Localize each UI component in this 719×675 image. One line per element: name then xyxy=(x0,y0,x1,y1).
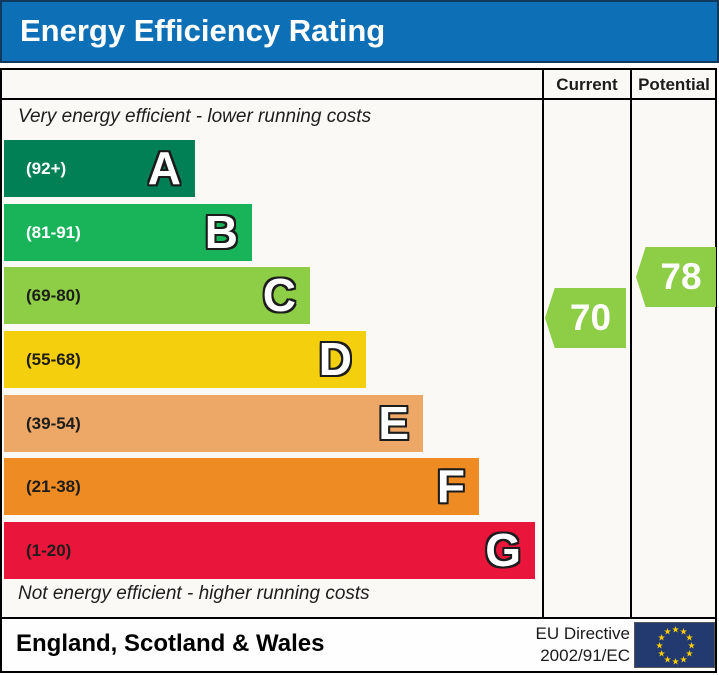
band-c-range-label: (69-80) xyxy=(26,286,81,305)
potential-column-divider xyxy=(630,70,632,617)
current-rating-value: 70 xyxy=(569,297,612,338)
footer-bar: England, Scotland & Wales EU Directive 2… xyxy=(0,619,717,673)
band-row-b: (81-91) B xyxy=(4,204,252,261)
band-a-letter: A xyxy=(147,142,181,194)
band-b-range-label: (81-91) xyxy=(26,223,81,242)
potential-column-header: Potential xyxy=(638,75,710,94)
band-a-range-label: (92+) xyxy=(26,159,67,178)
band-g-letter: G xyxy=(485,524,521,576)
not-efficient-note: Not energy efficient - higher running co… xyxy=(18,583,370,604)
current-rating-arrow: 70 xyxy=(545,288,626,348)
rating-table: Current Potential Very energy efficient … xyxy=(0,68,717,619)
current-column-divider xyxy=(542,70,544,617)
band-e-letter: E xyxy=(378,397,409,449)
eu-flag-icon xyxy=(634,622,715,668)
eu-directive-line1: EU Directive xyxy=(535,624,630,643)
eu-directive-label: EU Directive 2002/91/EC xyxy=(442,623,630,667)
band-e-range-label: (39-54) xyxy=(26,414,81,433)
band-f-letter: F xyxy=(436,460,465,512)
band-row-d: (55-68) D xyxy=(4,331,366,388)
band-row-g: (1-20) G xyxy=(4,522,535,579)
band-b-letter: B xyxy=(204,206,238,258)
band-row-c: (69-80) C xyxy=(4,267,310,324)
band-row-f: (21-38) F xyxy=(4,458,479,515)
band-row-e: (39-54) E xyxy=(4,395,423,452)
band-row-a: (92+) A xyxy=(4,140,195,197)
band-d-letter: D xyxy=(318,333,352,385)
current-column-header: Current xyxy=(556,75,618,94)
eu-directive-line2: 2002/91/EC xyxy=(540,646,630,665)
table-header-row xyxy=(2,70,715,100)
band-c-letter: C xyxy=(262,269,296,321)
band-f-range-label: (21-38) xyxy=(26,477,81,496)
title-bar: Energy Efficiency Rating xyxy=(0,0,719,63)
potential-rating-value: 78 xyxy=(660,256,702,297)
page-title: Energy Efficiency Rating xyxy=(20,13,386,48)
potential-rating-arrow: 78 xyxy=(636,247,716,307)
band-d-range-label: (55-68) xyxy=(26,350,81,369)
very-efficient-note: Very energy efficient - lower running co… xyxy=(18,106,372,127)
region-label: England, Scotland & Wales xyxy=(16,630,325,657)
band-g-range-label: (1-20) xyxy=(26,541,72,560)
